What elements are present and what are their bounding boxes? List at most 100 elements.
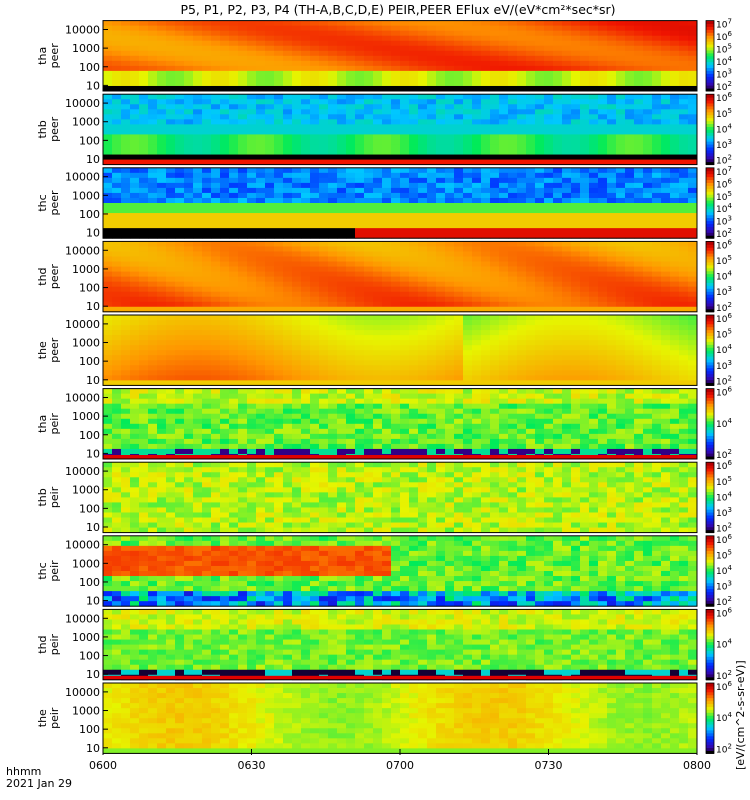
spectrogram-cell: [319, 325, 329, 331]
spectrogram-cell: [589, 320, 599, 326]
spectrogram-cell: [301, 139, 311, 145]
spectrogram-cell: [346, 177, 356, 184]
spectrogram-cell: [616, 228, 626, 234]
spectrogram-cell: [220, 40, 230, 47]
spectrogram-cell: [490, 203, 500, 209]
spectrogram-cell: [454, 365, 464, 371]
spectrogram-cell: [526, 60, 536, 67]
spectrogram-cell: [391, 213, 401, 219]
spectrogram-cell: [148, 75, 158, 82]
panel-frame: [102, 314, 698, 386]
spectrogram-cell: [589, 167, 599, 174]
spectrogram-cell: [337, 228, 347, 234]
spectrogram-cell: [535, 94, 545, 100]
spectrogram-cell: [571, 104, 581, 110]
colorbar-swatch: [706, 344, 714, 348]
spectrogram-cell: [148, 393, 158, 400]
spectrogram-cell: [598, 20, 608, 27]
spectrogram-cell: [490, 251, 500, 257]
spectrogram-cell: [229, 40, 239, 47]
spectrogram-cell: [121, 281, 131, 288]
spectrogram-cell: [643, 35, 653, 42]
spectrogram-cell: [463, 296, 473, 303]
spectrogram-cell: [364, 261, 374, 267]
spectrogram-cell: [607, 276, 617, 283]
spectrogram-cell: [337, 134, 347, 140]
spectrogram-cell: [265, 246, 275, 252]
spectrogram-cell: [382, 45, 392, 52]
spectrogram-cell: [616, 261, 626, 267]
spectrogram-cell: [283, 134, 293, 140]
spectrogram-cell: [526, 144, 536, 150]
spectrogram-cell: [652, 345, 662, 351]
spectrogram-cell: [562, 192, 572, 199]
spectrogram-cell: [652, 306, 662, 313]
spectrogram-cell: [112, 167, 122, 174]
spectrogram-cell: [274, 208, 284, 214]
spectrogram-cell: [121, 355, 131, 361]
spectrogram-cell: [364, 85, 374, 92]
spectrogram-cell: [202, 218, 212, 224]
spectrogram-cell: [139, 55, 149, 62]
spectrogram-cell: [103, 129, 113, 135]
spectrogram-cell: [607, 296, 617, 303]
spectrogram-cell: [607, 340, 617, 346]
spectrogram-cell: [112, 144, 122, 150]
spectrogram-cell: [112, 296, 122, 303]
spectrogram-cell: [220, 375, 230, 381]
spectrogram-cell: [373, 271, 383, 277]
spectrogram-cell: [454, 345, 464, 351]
spectrogram-cell: [346, 271, 356, 277]
spectrogram-cell: [364, 365, 374, 371]
spectrogram-cell: [670, 119, 680, 125]
spectrogram-cell: [652, 340, 662, 346]
spectrogram-cell: [688, 192, 698, 199]
spectrogram-cell: [400, 129, 410, 135]
spectrogram-cell: [409, 144, 419, 150]
spectrogram-cell: [454, 380, 464, 386]
spectrogram-cell: [634, 94, 644, 100]
y-tick-label: 1000: [72, 116, 100, 129]
spectrogram-cell: [634, 325, 644, 331]
spectrogram-cell: [211, 177, 221, 184]
spectrogram-cell: [373, 325, 383, 331]
spectrogram-cell: [679, 124, 689, 130]
spectrogram-cell: [184, 380, 194, 386]
spectrogram-cell: [220, 20, 230, 27]
spectrogram-cell: [535, 20, 545, 27]
spectrogram-cell: [265, 104, 275, 110]
spectrogram-cell: [184, 114, 194, 120]
spectrogram-cell: [436, 182, 446, 189]
spectrogram-cell: [436, 233, 446, 239]
colorbar-tick-label: 103: [716, 138, 732, 151]
spectrogram-cell: [274, 233, 284, 239]
spectrogram-cell: [166, 109, 176, 115]
spectrogram-cell: [418, 144, 428, 150]
spectrogram-cell: [562, 40, 572, 47]
spectrogram-cell: [193, 167, 203, 174]
spectrogram-cell: [247, 340, 257, 346]
spectrogram-cell: [499, 375, 509, 381]
spectrogram-cell: [625, 159, 635, 165]
spectrogram-cell: [175, 213, 185, 219]
spectrogram-cell: [499, 40, 509, 47]
spectrogram-cell: [373, 70, 383, 77]
spectrogram-cell: [130, 345, 140, 351]
spectrogram-cell: [634, 99, 644, 105]
spectrogram-cell: [625, 335, 635, 341]
spectrogram-cell: [634, 104, 644, 110]
spectrogram-cell: [301, 306, 311, 313]
spectrogram-cell: [229, 370, 239, 376]
spectrogram-cell: [517, 251, 527, 257]
spectrogram-cell: [337, 335, 347, 341]
spectrogram-cell: [625, 94, 635, 100]
spectrogram-cell: [148, 320, 158, 326]
spectrogram-cell: [247, 80, 257, 87]
spectrogram-cell: [526, 208, 536, 214]
colorbar-swatch: [706, 259, 714, 263]
spectrogram-cell: [310, 251, 320, 257]
spectrogram-cell: [382, 99, 392, 105]
spectrogram-cell: [193, 129, 203, 135]
spectrogram-cell: [526, 291, 536, 298]
